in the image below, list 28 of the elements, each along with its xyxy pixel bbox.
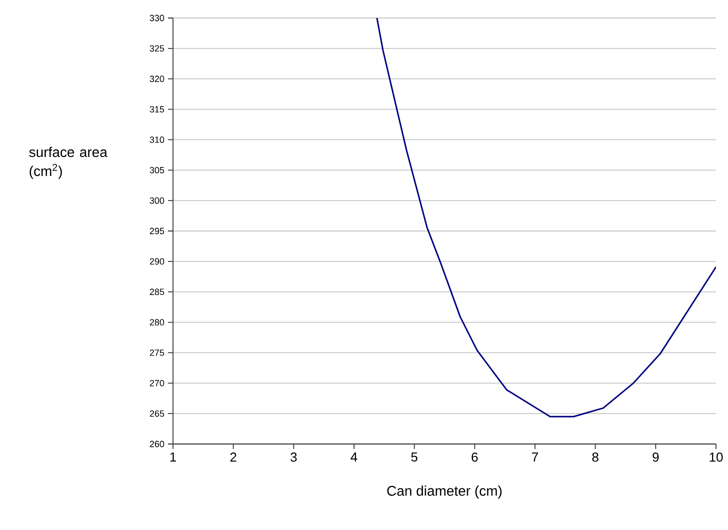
x-tick-label: 8 (592, 452, 598, 462)
y-tick-label: 260 (150, 440, 164, 448)
y-tick-label: 305 (150, 166, 164, 174)
x-tick-label: 5 (411, 452, 418, 462)
y-tick-label: 315 (150, 106, 164, 112)
x-tick-label: 2 (230, 452, 236, 462)
y-tick-label: 320 (150, 76, 164, 82)
y-tick-label: 290 (150, 258, 164, 265)
y-tick-label: 325 (150, 45, 164, 52)
x-tick-label: 3 (290, 452, 297, 462)
y-tick-label: 330 (150, 14, 164, 22)
y-tick-label: 275 (150, 350, 164, 356)
y-tick-label: 265 (150, 410, 164, 417)
x-tick-label: 9 (652, 452, 659, 462)
y-axis-title: surface area (cm$^{2}$) (29, 146, 108, 179)
x-tick-label: 10 (710, 452, 723, 462)
x-tick-label: 1 (170, 452, 176, 462)
y-tick-label: 300 (150, 197, 164, 204)
y-tick-label: 295 (150, 228, 164, 234)
x-tick-label: 4 (350, 452, 358, 462)
y-tick-label: 285 (150, 288, 164, 296)
x-tick-label: 7 (532, 452, 538, 462)
line-series (376, 18, 716, 418)
y-tick-label: 280 (150, 319, 164, 326)
y-tick-label: 270 (150, 380, 164, 386)
x-axis-title: Can diameter (cm) (387, 486, 502, 499)
y-tick-label: 310 (150, 136, 164, 143)
x-tick-label: 6 (472, 452, 478, 462)
